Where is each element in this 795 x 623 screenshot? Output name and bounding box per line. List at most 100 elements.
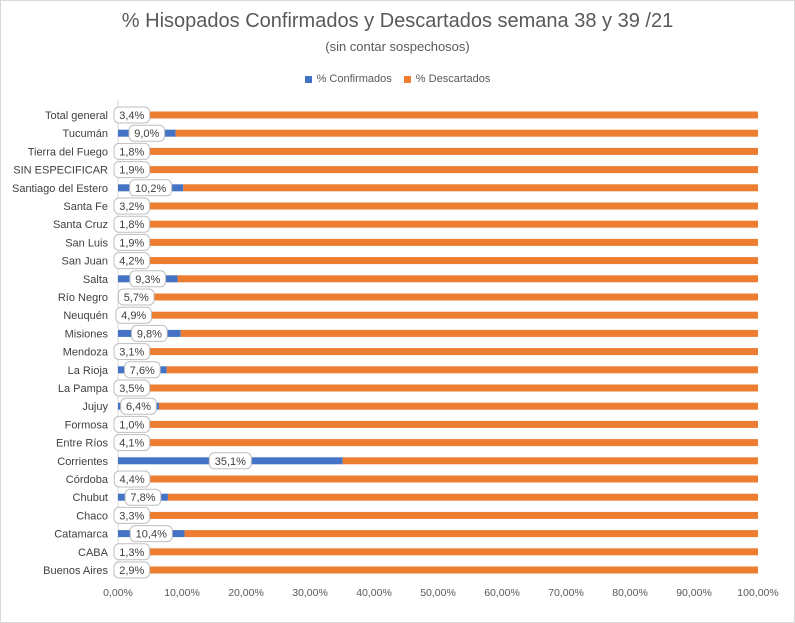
data-label: 3,1% — [119, 347, 144, 359]
chart-legend: % Confirmados % Descartados — [0, 73, 795, 85]
data-label: 10,2% — [135, 183, 166, 195]
data-label: 9,3% — [135, 274, 160, 286]
category-label: Jujuy — [82, 401, 108, 413]
bar-descartados — [146, 475, 758, 483]
data-label-box — [120, 397, 157, 415]
bar-descartados — [138, 202, 759, 210]
data-label-box — [113, 543, 151, 561]
x-tick-label: 10,00% — [164, 587, 200, 599]
data-label-box — [129, 179, 173, 197]
data-label-box — [129, 525, 173, 543]
legend-swatch-confirmados — [304, 75, 312, 83]
data-label-box — [113, 379, 151, 397]
bar-descartados — [167, 493, 759, 501]
data-label-box — [113, 434, 151, 452]
x-tick-label: 30,00% — [292, 587, 328, 599]
data-label-box — [113, 415, 151, 433]
data-label: 6,4% — [126, 401, 151, 413]
category-label: Córdoba — [66, 474, 109, 486]
x-tick-label: 80,00% — [612, 587, 648, 599]
category-label: Formosa — [65, 419, 109, 431]
data-label-box — [113, 161, 151, 179]
bar-descartados — [180, 329, 759, 337]
legend-item-confirmados: % Confirmados — [304, 73, 392, 85]
data-label-box — [117, 288, 155, 306]
x-tick-label: 100,00% — [737, 587, 778, 599]
x-tick-label: 50,00% — [420, 587, 456, 599]
data-label-box — [113, 215, 151, 233]
data-label-box — [131, 324, 168, 342]
data-label: 9,0% — [134, 128, 159, 140]
category-label: CABA — [78, 547, 109, 559]
category-label: Catamarca — [54, 529, 109, 541]
x-tick-label: 0,00% — [103, 587, 133, 599]
category-label: La Pampa — [58, 383, 109, 395]
category-label: Buenos Aires — [43, 565, 108, 577]
category-label: San Luis — [65, 237, 108, 249]
data-label-box — [113, 470, 151, 488]
category-label: SIN ESPECIFICAR — [13, 165, 108, 177]
data-label: 10,4% — [136, 529, 167, 541]
legend-label-confirmados: % Confirmados — [316, 73, 392, 85]
category-label: Entre Ríos — [56, 438, 108, 450]
category-label: Tierra del Fuego — [28, 146, 108, 158]
bar-descartados — [166, 366, 758, 374]
x-tick-label: 70,00% — [548, 587, 584, 599]
category-label: Chaco — [76, 510, 108, 522]
bar-descartados — [130, 238, 758, 246]
bar-descartados — [139, 511, 758, 519]
data-label: 4,2% — [119, 256, 144, 268]
category-label: Santiago del Estero — [12, 183, 108, 195]
data-label-box — [124, 488, 162, 506]
category-label: Santa Cruz — [53, 219, 108, 231]
bar-descartados — [144, 439, 759, 447]
data-label: 4,9% — [121, 310, 146, 322]
data-label-box — [113, 233, 151, 251]
data-label-box — [113, 106, 151, 124]
legend-item-descartados: % Descartados — [403, 73, 490, 85]
bar-descartados — [144, 257, 758, 265]
bar-descartados — [139, 111, 758, 119]
category-label: Misiones — [65, 328, 109, 340]
data-label: 35,1% — [215, 456, 246, 468]
bar-descartados — [130, 166, 758, 174]
data-label: 3,2% — [119, 201, 144, 213]
data-label-box — [128, 124, 166, 142]
category-label: Neuquén — [63, 310, 108, 322]
data-label-box — [113, 343, 151, 361]
data-label-box — [208, 452, 252, 470]
category-label: Salta — [83, 274, 109, 286]
bar-descartados — [154, 293, 759, 301]
data-label: 1,9% — [119, 165, 144, 177]
bar-descartados — [129, 147, 758, 155]
x-tick-label: 60,00% — [484, 587, 520, 599]
bar-descartados — [137, 348, 759, 356]
chart-subtitle: (sin contar sospechosos) — [325, 39, 470, 54]
data-label: 7,6% — [130, 365, 155, 377]
category-label: Total general — [45, 110, 108, 122]
bar-descartados — [175, 129, 759, 137]
x-tick-label: 90,00% — [676, 587, 712, 599]
data-label: 7,8% — [130, 492, 155, 504]
data-label: 4,1% — [119, 438, 144, 450]
bar-descartados — [136, 566, 758, 574]
data-label: 3,3% — [119, 510, 144, 522]
data-label-box — [113, 252, 151, 270]
category-label: La Rioja — [68, 365, 109, 377]
bar-descartados — [126, 548, 758, 556]
legend-swatch-descartados — [403, 75, 411, 83]
data-label-box — [129, 270, 167, 288]
bar-descartados — [129, 220, 758, 228]
bar-descartados — [342, 457, 758, 465]
bar-descartados — [184, 530, 758, 538]
x-tick-label: 20,00% — [228, 587, 264, 599]
category-label: Chubut — [73, 492, 108, 504]
category-label: San Juan — [62, 256, 108, 268]
data-label: 1,0% — [119, 419, 144, 431]
data-label-box — [113, 142, 151, 160]
category-label: Mendoza — [63, 347, 109, 359]
category-label: Río Negro — [58, 292, 108, 304]
data-label: 2,9% — [119, 565, 144, 577]
category-label: Tucumán — [63, 128, 108, 140]
